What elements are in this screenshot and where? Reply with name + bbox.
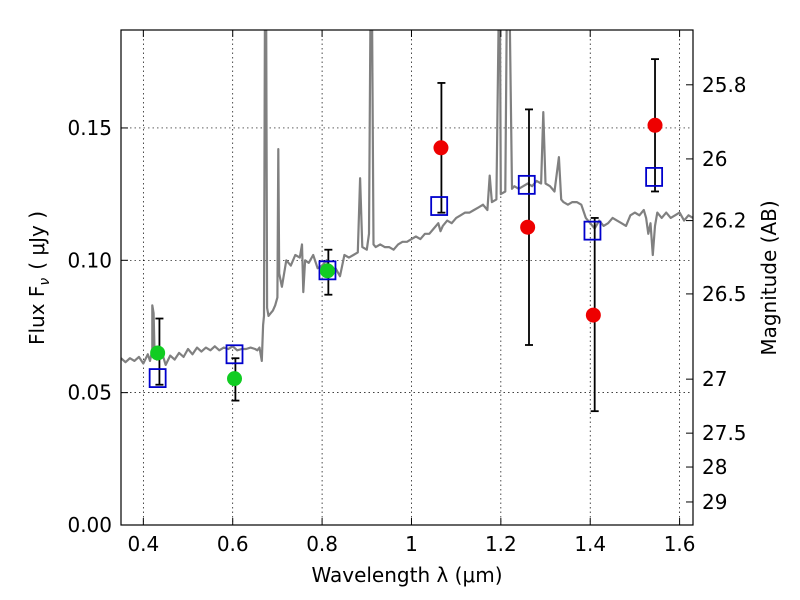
model-square-marker <box>645 167 664 187</box>
y2-tick-label: 29 <box>702 490 727 514</box>
observed-circle-marker <box>520 219 536 235</box>
x-tick-label: 1.2 <box>485 532 517 556</box>
grid-lines <box>121 30 693 526</box>
model-square-marker <box>225 344 244 365</box>
model-square-marker <box>430 196 449 216</box>
x-tick-label: 1 <box>405 532 418 556</box>
plot-frame <box>120 29 694 526</box>
x-tick-label: 0.6 <box>217 532 249 556</box>
observed-circle-marker <box>647 117 663 133</box>
y2-tick-label: 26 <box>702 147 727 171</box>
spectrum-line <box>121 30 693 366</box>
y-axis-label: Flux Fν ( μJy ) <box>25 211 53 345</box>
y2-tick-label: 26.5 <box>702 282 747 306</box>
x-axis-label: Wavelength λ (μm) <box>311 563 502 587</box>
y2-axis-label: Magnitude (AB) <box>757 200 781 355</box>
x-tick-label: 0.8 <box>306 532 338 556</box>
y-axis-label-unit: ( μJy ) <box>25 211 49 270</box>
plot-area <box>121 30 693 413</box>
y-axis-label-sub: ν <box>37 278 53 286</box>
y-tick-label: 0.10 <box>67 248 112 272</box>
observed-circle-marker <box>585 307 601 323</box>
axis-ticks: 0.4 0.6 0.8 1 1.2 1.4 1.6 0.00 0.05 0.10 0.15 25.8 2… <box>67 30 747 556</box>
y2-tick-label: 26.2 <box>702 209 747 233</box>
x-tick-label: 1.6 <box>664 532 696 556</box>
observed-circle-marker <box>319 263 335 279</box>
model-square-marker <box>148 368 167 388</box>
y-axis-label-main: Flux F <box>25 286 49 345</box>
y2-tick-label: 27 <box>702 367 727 391</box>
model-square-marker <box>318 260 337 281</box>
y-tick-label: 0.05 <box>67 381 112 405</box>
model-square-marker <box>583 220 602 241</box>
model-square-marker <box>517 174 536 195</box>
y2-tick-label: 28 <box>702 455 727 479</box>
y-tick-label: 0.00 <box>67 513 112 537</box>
y2-tick-label: 27.5 <box>702 421 747 445</box>
x-tick-label: 0.4 <box>127 532 159 556</box>
plot-background <box>121 30 693 525</box>
x-tick-label: 1.4 <box>574 532 606 556</box>
y2-tick-label: 25.8 <box>702 73 747 97</box>
observed-circle-marker <box>227 371 243 387</box>
y-tick-label: 0.15 <box>67 116 112 140</box>
observed-circle-marker <box>150 345 166 361</box>
observed-circle-marker <box>433 140 449 156</box>
